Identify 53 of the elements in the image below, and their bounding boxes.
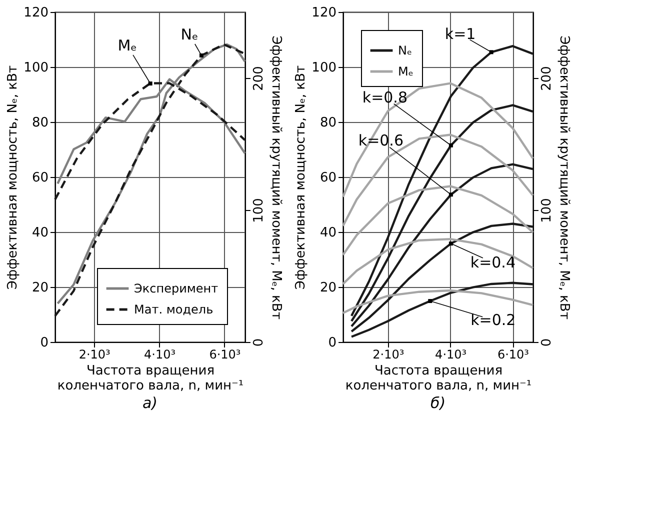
y-tick-label: 20 (32, 280, 48, 296)
y-tick-label: 60 (320, 170, 336, 186)
line-series (342, 134, 534, 227)
x-tick-label: 6·10³ (209, 348, 241, 362)
x-tick-label: 2·10³ (372, 348, 404, 362)
annotation: Nₑ (180, 25, 198, 44)
y-tick-label: 40 (32, 226, 48, 240)
legend-label: Nₑ (398, 44, 412, 58)
y2-tick-label: 0 (252, 338, 266, 347)
y2-axis-title: Эффективный крутящий момент, Mₑ, кВт (556, 36, 572, 320)
x-tick-label: 6·10³ (497, 348, 530, 362)
y2-tick-label: 200 (540, 66, 554, 91)
y2-tick-label: 200 (252, 66, 266, 91)
y-axis-title: Эффективная мощность, Nₑ, кВт (6, 65, 21, 290)
point (448, 192, 453, 197)
line-series (350, 282, 534, 338)
y2-tick-label: 100 (540, 198, 554, 223)
y-tick-label: 0 (40, 336, 48, 350)
y-axis-title: Эффективная мощность, Nₑ, кВт (294, 65, 309, 290)
legend-label: Мат. модель (134, 302, 214, 316)
legend-label: Mₑ (398, 64, 414, 78)
y2-tick-label: 0 (540, 338, 554, 347)
y-tick-label: 60 (32, 170, 48, 186)
point (428, 299, 432, 304)
legend-label: Эксперимент (134, 282, 218, 296)
line-series (350, 222, 534, 333)
y-tick-label: 0 (328, 336, 336, 350)
y-tick-label: 80 (32, 116, 48, 130)
line-series (342, 82, 534, 198)
y-tick-label: 120 (312, 6, 336, 20)
y-tick-label: 100 (312, 60, 336, 76)
text: а) (142, 394, 158, 412)
y2-axis-title: Эффективный крутящий момент, Mₑ, кВт (268, 36, 284, 320)
text: б) (430, 394, 446, 412)
point (489, 50, 494, 54)
point (448, 143, 453, 148)
line-series (54, 82, 246, 201)
point (448, 242, 453, 246)
x-tick-label: 4·10³ (144, 348, 176, 362)
y-tick-label: 100 (24, 60, 48, 76)
line-series (342, 238, 534, 286)
annotation: Mₑ (118, 36, 137, 54)
x-axis-title: Частота вращения коленчатого вала, n, мин⁻¹ (345, 364, 532, 394)
y-tick-label: 80 (320, 116, 336, 130)
y-tick-label: 120 (24, 6, 48, 20)
x-axis-title: Частота вращения коленчатого вала, n, мин⁻¹ (57, 364, 244, 394)
y2-tick-label: 100 (252, 198, 266, 223)
y-tick-label: 40 (320, 226, 336, 240)
line-series (342, 185, 534, 256)
x-tick-label: 2·10³ (78, 348, 111, 362)
line-series (342, 289, 534, 314)
x-tick-label: 4·10³ (435, 348, 467, 362)
y-tick-label: 20 (320, 280, 336, 296)
